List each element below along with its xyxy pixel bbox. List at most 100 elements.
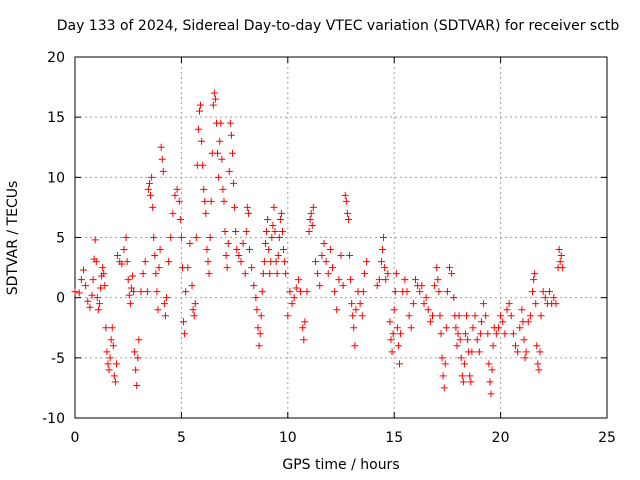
data-point (529, 288, 537, 296)
data-point (556, 258, 564, 266)
data-point (407, 324, 415, 332)
data-point (228, 149, 236, 157)
data-point (467, 378, 475, 386)
data-point (299, 324, 307, 332)
data-point (92, 258, 100, 266)
data-point (475, 348, 483, 356)
data-point (84, 297, 92, 305)
data-point (106, 354, 114, 362)
y-tick-label: 10 (47, 170, 65, 186)
data-point (258, 288, 266, 296)
data-point (359, 288, 367, 296)
data-point (243, 203, 251, 211)
data-point (173, 185, 181, 193)
data-point (125, 291, 133, 299)
data-point (94, 306, 102, 314)
data-point (440, 384, 448, 392)
data-point (363, 258, 371, 266)
data-point (520, 336, 528, 344)
data-point (261, 240, 269, 248)
data-point (394, 342, 402, 350)
data-point (109, 342, 117, 350)
data-point (350, 324, 358, 332)
data-point (95, 300, 103, 308)
data-point (103, 348, 111, 356)
data-point (308, 221, 316, 229)
data-point (181, 330, 189, 338)
data-point (468, 348, 476, 356)
data-point (286, 288, 294, 296)
data-point (555, 246, 563, 254)
data-point (320, 240, 328, 248)
data-point (135, 336, 143, 344)
data-point (426, 318, 434, 326)
data-point (128, 272, 136, 280)
data-point (373, 282, 381, 290)
data-point (303, 288, 311, 296)
data-point (300, 336, 308, 344)
y-axis-label: SDTVAR / TECUs (5, 180, 21, 296)
data-point (477, 318, 485, 326)
data-point (226, 119, 234, 127)
data-point (384, 270, 392, 278)
data-point (105, 366, 113, 374)
data-point (405, 312, 413, 320)
chart-title: Day 133 of 2024, Sidereal Day-to-day VTE… (56, 18, 620, 34)
data-point (518, 306, 526, 314)
data-point (156, 246, 164, 254)
data-point (86, 303, 94, 311)
data-point (82, 282, 90, 290)
data-point (341, 191, 349, 199)
data-point (263, 227, 271, 235)
y-tick-label: 5 (56, 231, 65, 247)
data-point (97, 284, 105, 292)
data-point (453, 342, 461, 350)
data-point (333, 306, 341, 314)
data-point (358, 312, 366, 320)
data-point (352, 306, 360, 314)
data-point (227, 131, 235, 139)
data-point (348, 300, 356, 308)
data-point (388, 348, 396, 356)
data-point (471, 312, 479, 320)
data-point (469, 324, 477, 332)
data-point (387, 336, 395, 344)
data-point (201, 197, 209, 205)
data-point (257, 312, 265, 320)
data-point (253, 306, 261, 314)
data-point (100, 270, 108, 278)
data-point (431, 282, 439, 290)
data-point (219, 185, 227, 193)
data-point (558, 264, 566, 272)
data-point (126, 300, 134, 308)
data-point (145, 179, 153, 187)
data-point (292, 284, 300, 292)
x-tick-label: 0 (71, 430, 80, 446)
data-point (241, 270, 249, 278)
data-point (75, 289, 83, 297)
data-point (290, 294, 298, 302)
data-point (186, 240, 194, 248)
data-point (424, 306, 432, 314)
data-point (222, 252, 230, 260)
data-point (202, 209, 210, 217)
data-point (494, 324, 502, 332)
data-point (158, 155, 166, 163)
data-point (337, 252, 345, 260)
data-point (347, 276, 355, 284)
data-point (118, 260, 126, 268)
data-point (377, 258, 385, 266)
data-point (167, 234, 175, 241)
data-point (397, 330, 405, 338)
data-point (275, 234, 283, 241)
data-point (150, 234, 158, 241)
data-point (157, 143, 165, 151)
data-point (535, 366, 543, 374)
data-point (460, 360, 468, 368)
data-point (194, 125, 202, 133)
data-point (484, 330, 492, 338)
data-point (386, 318, 394, 326)
data-point (266, 270, 274, 278)
data-point (256, 330, 264, 338)
data-point (232, 227, 240, 235)
